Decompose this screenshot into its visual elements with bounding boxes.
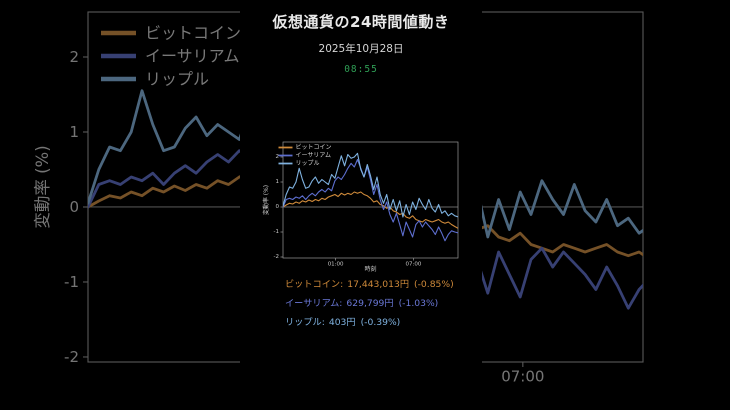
y-tick-label: 1 bbox=[69, 123, 79, 141]
y-tick-label: 0 bbox=[69, 198, 79, 216]
date-label: 2025年10月28日 bbox=[318, 43, 404, 55]
quote-change: (-0.85%) bbox=[414, 279, 454, 290]
quote-name: リップル bbox=[285, 317, 322, 328]
quote-price: 403円 bbox=[328, 317, 356, 328]
quote-row-ripple: リップル: 403円 (-0.39%) bbox=[285, 314, 454, 333]
quote-separator: : bbox=[340, 279, 344, 290]
legend-label-2: リップル bbox=[145, 70, 209, 89]
time-label: 08:55 bbox=[344, 64, 378, 75]
quote-price: 17,443,013円 bbox=[347, 279, 410, 290]
quote-change: (-1.03%) bbox=[398, 298, 439, 309]
quotes-list: ビットコイン: 17,443,013円 (-0.85%) イーサリアム: 629,79… bbox=[285, 276, 454, 333]
quote-separator: : bbox=[339, 298, 343, 309]
quote-price: 629,799円 bbox=[346, 298, 394, 309]
quote-row-bitcoin: ビットコイン: 17,443,013円 (-0.85%) bbox=[285, 276, 454, 295]
legend-label-0: ビットコイン bbox=[145, 24, 241, 43]
y-axis-label: 変動率 (%) bbox=[33, 145, 52, 228]
y-tick-label: 2 bbox=[69, 48, 79, 66]
quote-name: ビットコイン bbox=[285, 279, 341, 290]
quote-name: イーサリアム bbox=[285, 298, 340, 309]
y-tick-label: -1 bbox=[64, 273, 79, 291]
quote-separator: : bbox=[321, 317, 325, 328]
quote-row-ethereum: イーサリアム: 629,799円 (-1.03%) bbox=[285, 295, 454, 314]
center-panel: 仮想通貨の24時間値動き 2025年10月28日 08:55 ビットコイン: 17… bbox=[240, 0, 482, 410]
y-tick-label: -2 bbox=[64, 348, 79, 366]
quote-change: (-0.39%) bbox=[360, 317, 401, 328]
page-title: 仮想通貨の24時間値動き bbox=[272, 13, 450, 31]
x-tick-label: 07:00 bbox=[501, 367, 544, 385]
legend-label-1: イーサリアム bbox=[145, 47, 240, 66]
